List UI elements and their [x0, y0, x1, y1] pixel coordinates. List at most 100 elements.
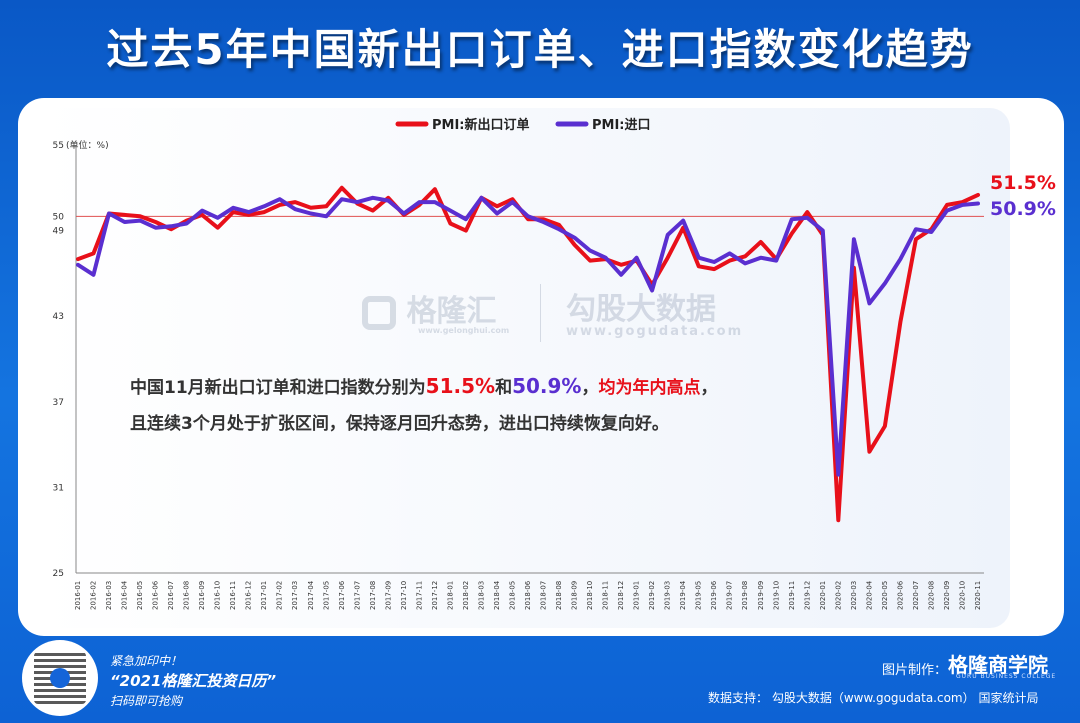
x-tick-label: 2019-03: [664, 581, 672, 610]
watermark-divider: [540, 284, 541, 342]
legend-label: PMI:新出口订单: [432, 117, 530, 133]
x-tick-label: 2020-09: [943, 581, 951, 610]
x-tick-label: 2016-11: [229, 581, 237, 610]
y-tick-label: 31: [53, 483, 64, 493]
x-tick-label: 2018-10: [586, 581, 594, 610]
end-labels: 51.5% 50.9%: [990, 172, 1056, 220]
x-axis: 2016-01 2016-02 2016-03 2016-04 2016-05 2016-…: [74, 572, 984, 610]
page-title: 过去5年中国新出口订单、进口指数变化趋势: [106, 25, 974, 74]
x-tick-label: 2019-01: [633, 581, 641, 610]
x-tick-label: 2016-12: [245, 581, 253, 610]
x-tick-label: 2017-02: [276, 581, 284, 610]
end-label: 51.5%: [990, 172, 1056, 194]
qr-logo-icon: [50, 668, 70, 688]
data-support: 数据支持： 勾股大数据（www.gogudata.com） 国家统计局: [708, 691, 1039, 705]
x-tick-label: 2018-11: [602, 581, 610, 610]
made-by-label: 图片制作：: [882, 663, 948, 678]
y-tick-label: 25: [53, 569, 64, 579]
export-orders-line: [76, 185, 980, 523]
y-tick-label: 43: [53, 312, 64, 322]
x-tick-label: 2019-09: [757, 581, 765, 610]
x-tick-label: 2017-04: [307, 580, 315, 610]
x-tick-label: 2020-07: [912, 581, 920, 610]
y-axis: 25 31 37 43 49 55 (单位：%): [53, 139, 109, 579]
annotation-text-e: ，: [700, 378, 718, 398]
x-tick-label: 2020-01: [819, 581, 827, 610]
x-tick-label: 2016-02: [90, 581, 98, 610]
x-tick-label: 2018-03: [477, 581, 485, 610]
x-tick-label: 2019-06: [710, 580, 718, 610]
unit-label: (单位：%): [66, 139, 109, 151]
x-tick-label: 2019-12: [803, 581, 811, 610]
gelonghui-watermark: 格隆汇: [362, 286, 496, 330]
legend-label: PMI:进口: [592, 118, 651, 133]
x-tick-label: 2016-06: [152, 580, 160, 610]
x-tick-label: 2016-08: [183, 581, 191, 610]
x-tick-label: 2018-05: [508, 581, 516, 610]
x-tick-label: 2018-08: [555, 581, 563, 610]
x-tick-label: 2017-12: [431, 581, 439, 610]
annotation-text-b: 和: [495, 378, 513, 398]
x-tick-label: 2020-02: [834, 581, 842, 610]
x-tick-label: 2016-01: [74, 581, 82, 610]
annotation-import-value: 50.9%: [512, 374, 582, 398]
brand-subtitle: GURU BUSINESS COLLEGE: [956, 673, 1057, 680]
x-tick-label: 2020-04: [865, 580, 873, 610]
x-tick-label: 2020-10: [958, 581, 966, 610]
y-tick-label: 55: [53, 141, 64, 151]
promo-line-3: 扫码即可抢购: [110, 694, 183, 708]
annotation-export-value: 51.5%: [425, 374, 496, 398]
annotation-line-1: 中国11月新出口订单和进口指数分别为51.5%和50.9%，均为年内高点，: [130, 373, 717, 398]
x-tick-label: 2018-02: [462, 581, 470, 610]
x-tick-label: 2019-04: [679, 580, 687, 610]
x-tick-label: 2017-07: [353, 581, 361, 610]
x-tick-label: 2017-08: [369, 581, 377, 610]
gelonghui-watermark-url: www.gelonghui.com: [418, 326, 510, 335]
x-tick-label: 2018-04: [493, 580, 501, 610]
gogudata-watermark: 勾股大数据: [566, 292, 716, 327]
annotation-highlight: 均为年内高点: [598, 378, 701, 398]
qr-code[interactable]: [22, 640, 98, 716]
series-lines: [76, 185, 980, 523]
x-tick-label: 2017-11: [415, 581, 423, 610]
x-tick-label: 2019-08: [741, 581, 749, 610]
gelonghui-watermark-text: 格隆汇: [406, 294, 497, 329]
x-tick-label: 2019-11: [788, 581, 796, 610]
x-tick-label: 2018-06: [524, 580, 532, 610]
promo-line-2: “2021格隆汇投资日历”: [110, 672, 277, 690]
gelonghui-logo-icon: [362, 295, 396, 330]
x-tick-label: 2020-03: [850, 581, 858, 610]
x-tick-label: 2019-02: [648, 581, 656, 610]
legend: PMI:新出口订单 PMI:进口: [395, 117, 651, 133]
y-tick-label: 49: [53, 227, 65, 237]
x-tick-label: 2018-07: [540, 581, 548, 610]
x-tick-label: 2017-03: [291, 581, 299, 610]
x-tick-label: 2016-10: [214, 581, 222, 610]
x-tick-label: 2020-06: [896, 580, 904, 610]
x-tick-label: 2016-04: [121, 580, 129, 610]
x-tick-label: 2018-09: [571, 581, 579, 610]
reference-label: 50: [53, 212, 65, 222]
x-tick-label: 2020-11: [974, 581, 982, 610]
brand-logo: 格隆商学院: [948, 653, 1048, 677]
x-tick-label: 2016-09: [198, 581, 206, 610]
x-tick-label: 2016-03: [105, 581, 113, 610]
x-tick-label: 2018-01: [446, 581, 454, 610]
x-tick-label: 2020-05: [881, 581, 889, 610]
x-tick-label: 2020-08: [927, 581, 935, 610]
x-tick-label: 2019-05: [695, 581, 703, 610]
x-tick-label: 2017-05: [322, 581, 330, 610]
x-tick-label: 2016-05: [136, 581, 144, 610]
y-tick-label: 37: [53, 398, 64, 408]
promo-block: 紧急加印中！ “2021格隆汇投资日历” 扫码即可抢购: [110, 652, 276, 709]
end-label: 50.9%: [990, 198, 1056, 220]
import-line: [76, 195, 980, 477]
x-tick-label: 2017-09: [384, 581, 392, 610]
x-tick-label: 2017-01: [260, 581, 268, 610]
x-tick-label: 2017-06: [338, 580, 346, 610]
promo-line-1: 紧急加印中！: [110, 654, 183, 668]
x-tick-label: 2019-10: [772, 581, 780, 610]
x-tick-label: 2017-10: [400, 581, 408, 610]
x-tick-label: 2016-07: [167, 581, 175, 610]
